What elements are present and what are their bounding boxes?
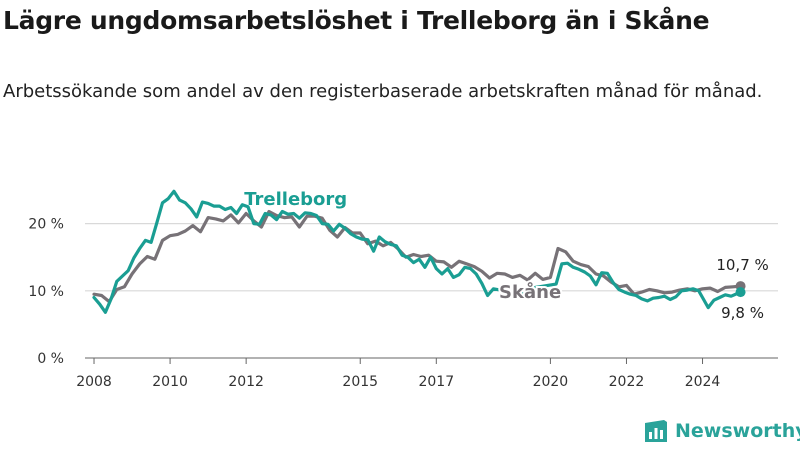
chart-title: Lägre ungdomsarbetslöshet i Trelleborg ä… — [3, 6, 710, 35]
x-tick-label: 2012 — [228, 374, 264, 390]
brand: Newsworthy — [645, 420, 800, 442]
x-tick-label: 2010 — [152, 374, 188, 390]
x-tick-label: 2024 — [685, 374, 721, 390]
end-value-label-skane: 10,7 % — [716, 256, 768, 274]
series-line-sk-ne — [92, 209, 743, 304]
series-label-trelleborg: Trelleborg — [244, 189, 347, 210]
x-tick-label: 2015 — [342, 374, 378, 390]
end-point-trelleborg — [735, 287, 746, 298]
x-axis: 2008 2010 2012 2015 2017 2020 2022 2024 — [76, 357, 778, 390]
series-line-trelleborg — [92, 189, 743, 314]
y-tick-label: 10 % — [28, 284, 64, 300]
x-tick-label: 2008 — [76, 374, 112, 390]
x-tick-label: 2017 — [418, 374, 454, 390]
chart-subtitle: Arbetssökande som andel av den registerb… — [3, 81, 763, 102]
x-tick-label: 2022 — [609, 374, 645, 390]
y-axis: 0 % 10 % 20 % — [28, 217, 64, 367]
brand-name: Newsworthy — [675, 420, 800, 442]
y-tick-label: 20 % — [28, 217, 64, 233]
newsworthy-logo-icon — [645, 420, 667, 442]
end-value-label-trelleborg: 9,8 % — [721, 304, 764, 322]
series-labels: Trelleborg Skåne 10,7 % 9,8 % — [244, 189, 769, 322]
y-tick-label: 0 % — [37, 351, 64, 367]
series-lines — [92, 189, 746, 314]
x-tick-label: 2020 — [533, 374, 569, 390]
series-label-skane: Skåne — [499, 281, 561, 303]
